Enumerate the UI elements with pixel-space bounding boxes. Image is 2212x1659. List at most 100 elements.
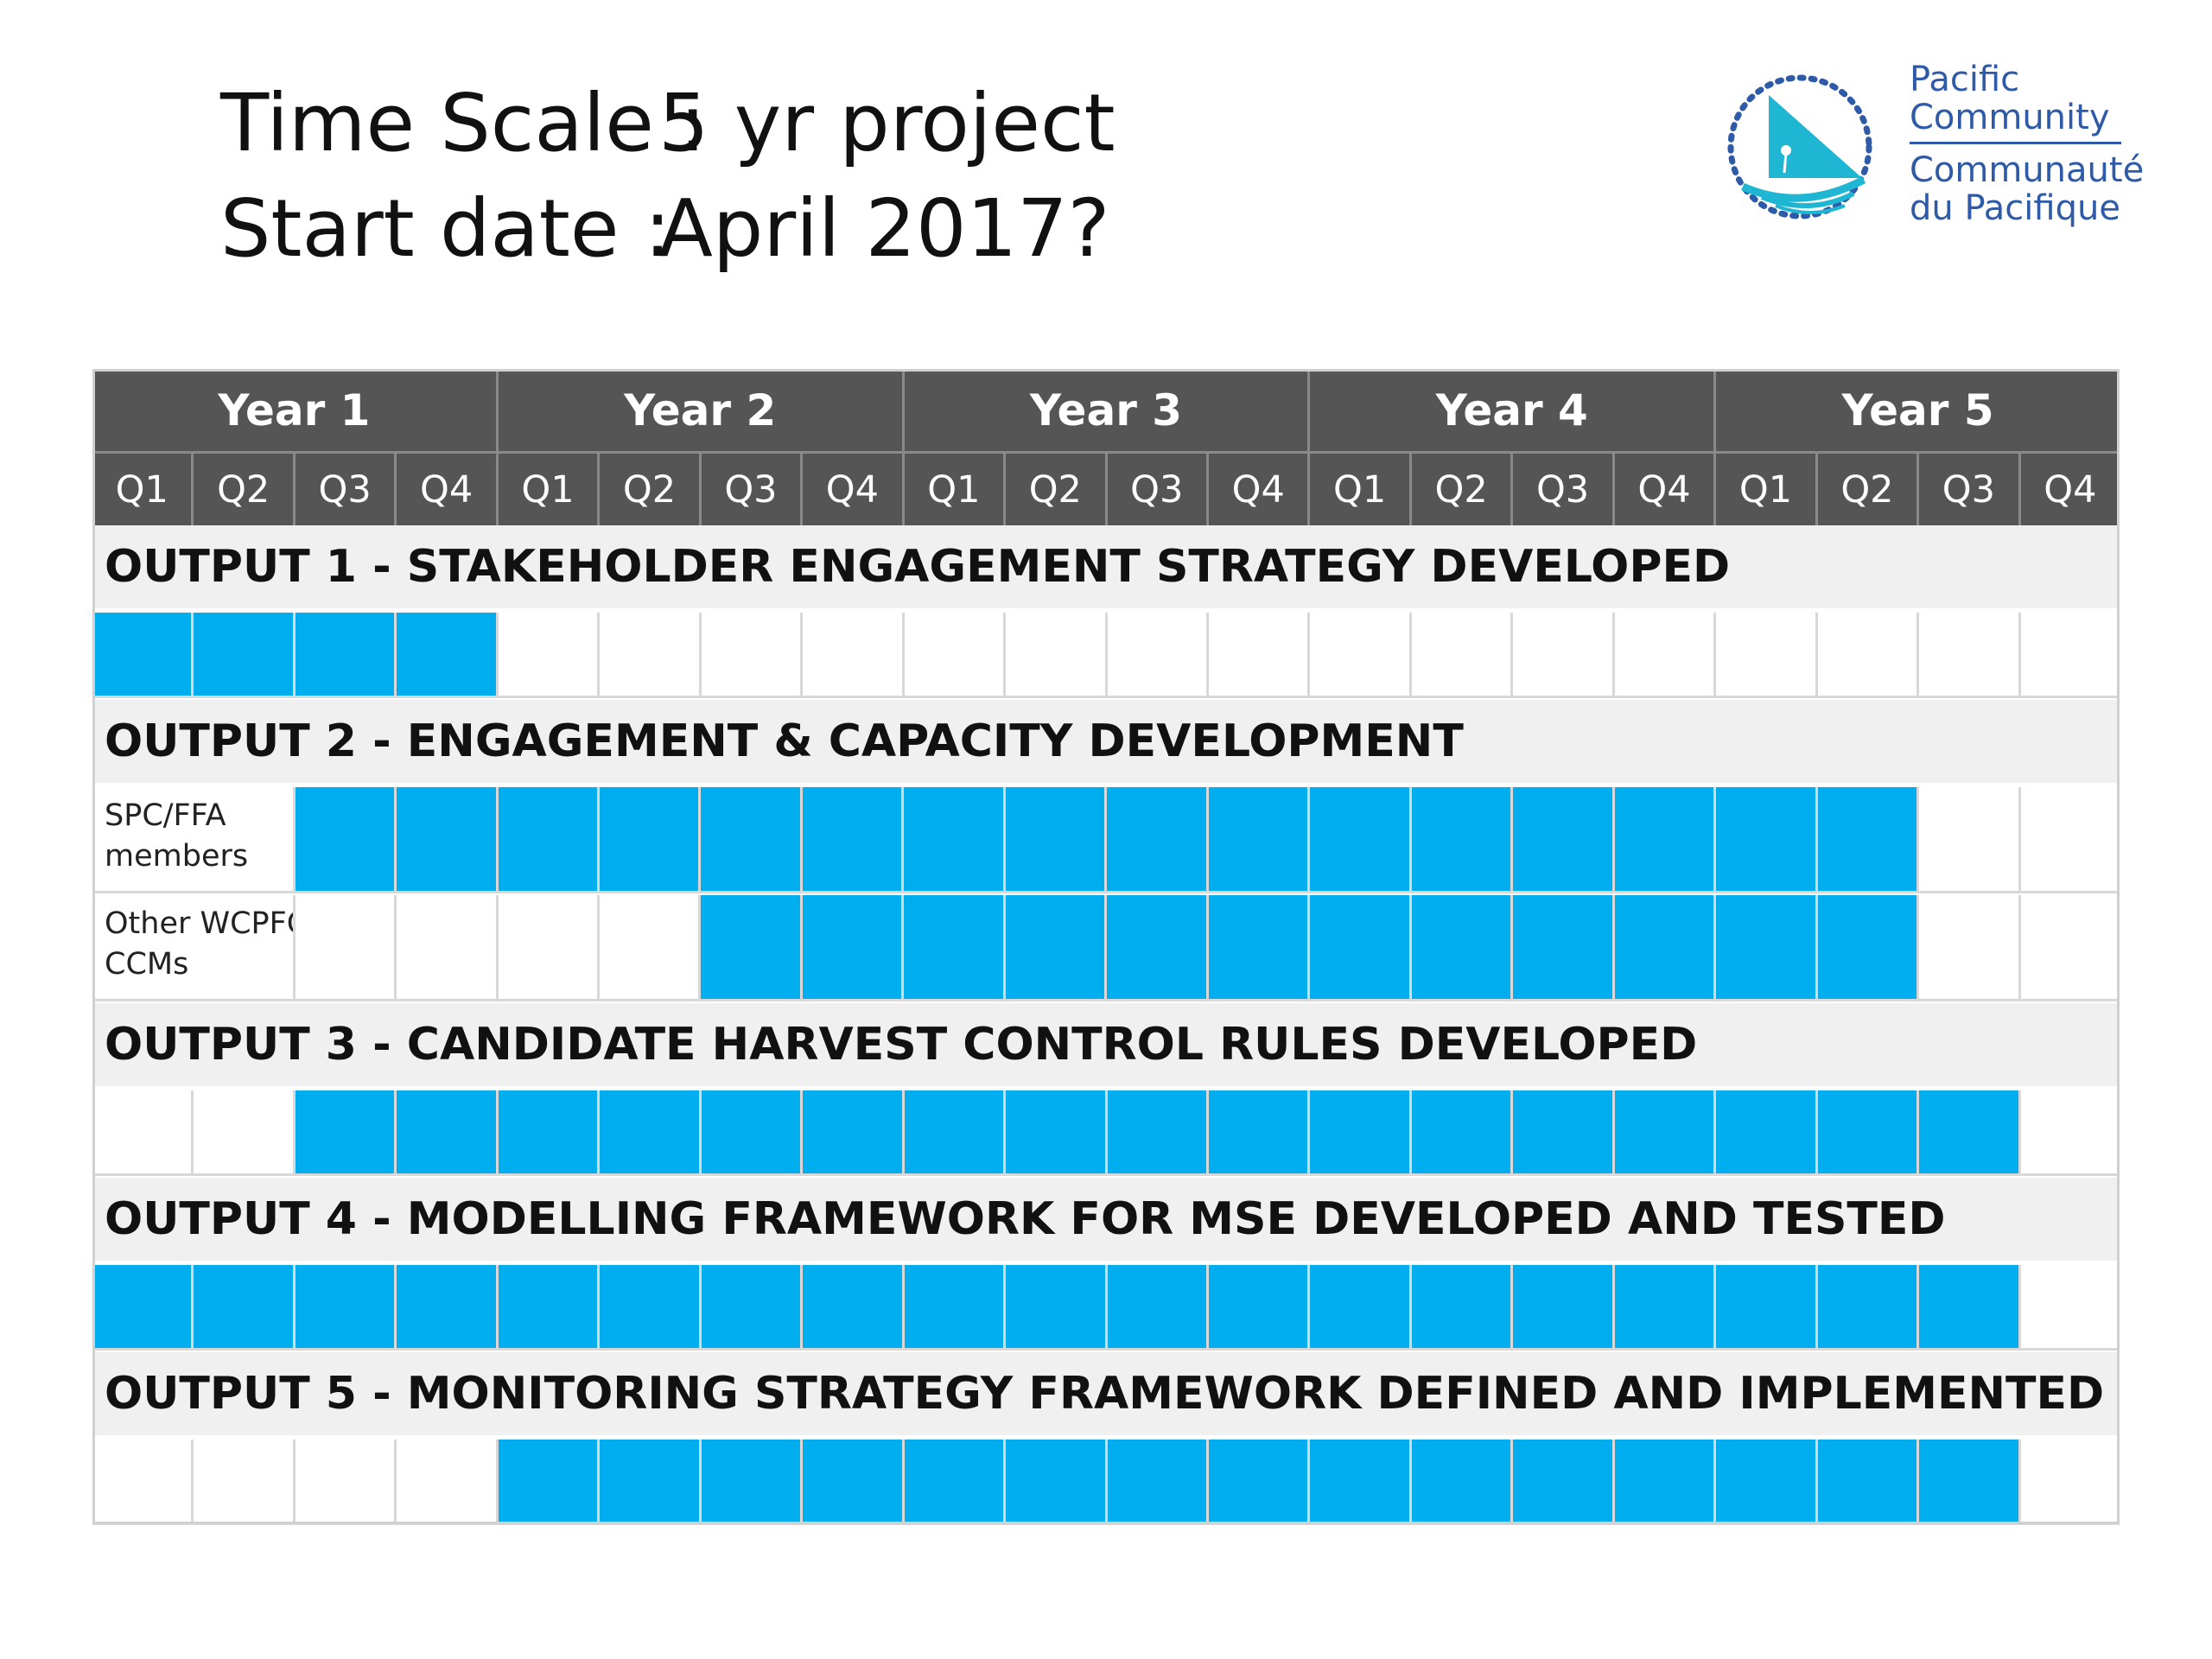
timeline-bar-cell	[1614, 895, 1717, 999]
timeline-bar-cell	[1208, 895, 1311, 999]
output-title: OUTPUT 2 - ENGAGEMENT & CAPACITY DEVELOP…	[92, 700, 2120, 785]
timeline-bar-cell	[498, 1440, 601, 1522]
timeline-empty-cell	[701, 613, 804, 696]
timeline-bar-cell	[1208, 1090, 1311, 1173]
timeline-bar-cell	[802, 787, 905, 891]
quarter-header: Q1	[1716, 454, 1818, 525]
timeline-bar-cell	[1817, 1440, 1920, 1522]
sail-logo-icon	[1727, 74, 1872, 219]
timeline-bar-cell	[1716, 1440, 1818, 1522]
timeline-bar-cell	[1005, 787, 1108, 891]
timeline-empty-cell	[2020, 787, 2120, 891]
timeline-bar-cell	[1107, 1090, 1209, 1173]
timeline-bar-cell	[397, 787, 499, 891]
timeline-bar-cell	[1208, 1440, 1311, 1522]
timeline-empty-cell	[1006, 613, 1108, 696]
timeline-bar-cell	[803, 1090, 905, 1173]
timeline-bar-cell	[1513, 1265, 1615, 1348]
slide-header: Time Scale : 5 yr project Start date : A…	[220, 71, 1430, 282]
timeline-bar-cell	[1614, 1090, 1717, 1173]
year-header: Year 4	[1310, 369, 1717, 451]
output-timeline-row	[92, 1440, 2120, 1525]
timeline-empty-cell	[1107, 613, 1209, 696]
timeline-bar-cell	[397, 1090, 499, 1173]
logo-line-communaute: Communauté	[1910, 150, 2145, 190]
quarter-header: Q3	[296, 454, 397, 525]
timeline-empty-cell	[2020, 1265, 2120, 1348]
quarter-header: Q1	[905, 454, 1007, 525]
timeline-bar-cell	[904, 895, 1006, 999]
timeline-empty-cell	[1513, 613, 1615, 696]
timeline-empty-cell	[1919, 787, 2021, 891]
year-header: Year 3	[905, 369, 1311, 451]
timeline-empty-cell	[600, 613, 702, 696]
timeline-empty-cell	[2020, 613, 2120, 696]
timeline-bar-cell	[904, 1440, 1007, 1522]
timeline-bar-cell	[498, 1090, 601, 1173]
timeline-bar-cell	[1107, 1265, 1209, 1348]
timeline-bar-cell	[295, 1090, 397, 1173]
timeline-empty-cell	[1919, 613, 2021, 696]
timeline-bar-cell	[295, 613, 397, 696]
timeline-empty-cell	[2020, 1090, 2120, 1173]
timeline-empty-cell	[904, 613, 1007, 696]
output-timeline-row	[92, 1090, 2120, 1176]
timeline-bar-cell	[803, 1440, 905, 1522]
year-header: Year 1	[92, 369, 499, 451]
timeline-empty-cell	[803, 613, 905, 696]
timeline-empty-cell	[1208, 613, 1311, 696]
activity-row: SPC/FFA members	[92, 787, 2120, 893]
timeline-bar-cell	[701, 1090, 804, 1173]
timeline-bar-cell	[600, 1440, 702, 1522]
output-timeline-row	[92, 1265, 2120, 1351]
timeline-bar-cell	[1513, 1440, 1615, 1522]
timeline-bar-cell	[1310, 1265, 1412, 1348]
logo-text: Pacific Community Communauté du Pacifiqu…	[1910, 60, 2144, 227]
timeline-bar-cell	[1411, 1265, 1514, 1348]
timeline-empty-cell	[295, 1440, 397, 1522]
timeline-bar-cell	[1310, 895, 1412, 999]
timeline-bar-cell	[1716, 787, 1818, 891]
timeline-bar-cell	[1208, 787, 1311, 891]
quarter-header: Q4	[1615, 454, 1717, 525]
timeline-bar-cell	[1919, 1090, 2021, 1173]
timeline-bar-cell	[1411, 787, 1514, 891]
timeline-empty-cell	[1614, 613, 1717, 696]
start-date-line: Start date : April 2017?	[220, 176, 1430, 282]
timeline-bar-cell	[194, 613, 296, 696]
quarter-header: Q2	[1006, 454, 1108, 525]
timeline-empty-cell	[2020, 895, 2120, 999]
timeline-empty-cell	[498, 895, 600, 999]
timeline-bar-cell	[701, 1265, 804, 1348]
timeline-bar-cell	[600, 787, 702, 891]
activity-row-label: Other WCPFC CCMs	[92, 895, 296, 999]
timeline-bar-cell	[1310, 1090, 1412, 1173]
quarter-header: Q2	[194, 454, 296, 525]
timeline-bar-cell	[1005, 895, 1108, 999]
timeline-bar-cell	[600, 1265, 702, 1348]
year-header: Year 5	[1841, 385, 1994, 435]
timeline-bar-cell	[1411, 1090, 1514, 1173]
output-title: OUTPUT 3 - CANDIDATE HARVEST CONTROL RUL…	[92, 1003, 2120, 1089]
quarter-header: Q4	[2044, 467, 2097, 512]
timeline-bar-cell	[904, 1090, 1007, 1173]
timeline-bar-cell	[397, 613, 499, 696]
quarter-header: Q3	[1513, 454, 1615, 525]
quarter-header: Q2	[600, 454, 702, 525]
project-schedule-table: Year 1 Year 2 Year 3 Year 4 Year 5 Q1 Q2 Q3 Q4 Q…	[92, 369, 2120, 1525]
timeline-empty-cell	[498, 613, 601, 696]
timeline-bar-cell	[1411, 1440, 1514, 1522]
quarter-header: Q3	[1108, 454, 1209, 525]
timeline-bar-cell	[600, 1090, 702, 1173]
timeline-bar-cell	[498, 787, 600, 891]
quarter-header: Q4	[803, 454, 905, 525]
timeline-bar-cell	[1614, 1265, 1717, 1348]
timeline-bar-cell	[803, 1265, 905, 1348]
timeline-bar-cell	[1310, 1440, 1412, 1522]
output-title: OUTPUT 1 - STAKEHOLDER ENGAGEMENT STRATE…	[92, 525, 2120, 611]
timeline-bar-cell	[1817, 1090, 1920, 1173]
timeline-bar-cell	[1817, 1265, 1920, 1348]
timeline-empty-cell	[600, 895, 702, 999]
time-scale-line: Time Scale : 5 yr project	[220, 71, 1430, 176]
timeline-bar-cell	[1208, 1265, 1311, 1348]
